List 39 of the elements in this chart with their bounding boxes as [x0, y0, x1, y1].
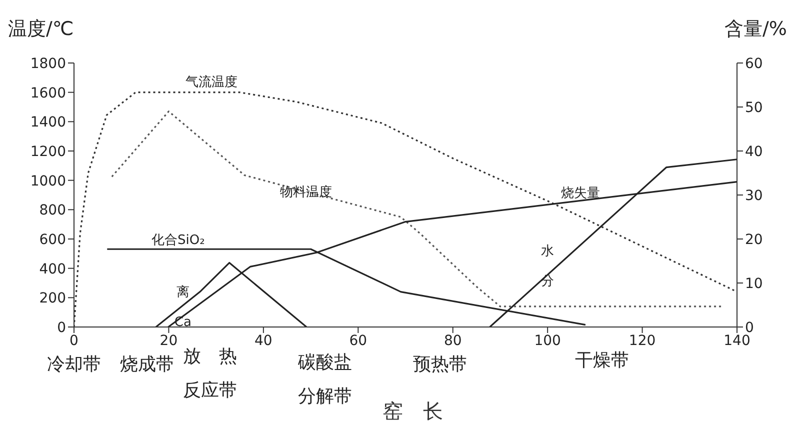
- y-tick-label: 800: [39, 202, 66, 219]
- text: 预热带: [412, 353, 468, 376]
- x-tick-label: 0: [70, 332, 78, 349]
- x-tick-label: 80: [444, 332, 462, 349]
- text: 碳酸盐: [297, 351, 353, 374]
- y-tick-label: 1400: [30, 114, 66, 131]
- y2-tick-label: 30: [745, 188, 763, 204]
- y-tick-label: 0: [57, 320, 66, 336]
- y2-tick-label: 60: [745, 56, 763, 72]
- text: 分解带: [297, 385, 353, 408]
- y-tick-label: 1600: [30, 85, 66, 102]
- y-tick-label: 200: [39, 290, 66, 307]
- y-tick-label: 1000: [30, 173, 66, 190]
- series-label: 烧失量: [560, 184, 602, 203]
- y2-tick-label: 20: [745, 232, 763, 248]
- x-axis-title: 窑 长: [383, 399, 443, 423]
- y-tick-label: 400: [39, 261, 66, 278]
- series-label: 化合SiO₂: [150, 232, 206, 250]
- y-tick-label: 600: [39, 232, 66, 248]
- text: 反应带: [182, 379, 238, 402]
- x-tick-label: 40: [254, 332, 272, 349]
- y2-tick-label: 40: [745, 144, 763, 160]
- y2-tick-label: 50: [745, 100, 763, 116]
- y-tick-label: 1800: [30, 56, 66, 72]
- y-tick-label: 1200: [30, 144, 66, 160]
- y2-axis-title: 含量/%: [724, 17, 787, 42]
- y2-tick-label: 10: [745, 276, 763, 292]
- series-label: 物料温度: [279, 184, 334, 202]
- x-tick-label: 120: [628, 332, 656, 349]
- x-tick-label: 100: [534, 332, 561, 349]
- text: 干燥带: [574, 349, 630, 372]
- text: 烧成带: [120, 354, 174, 375]
- x-tick-label: 20: [160, 332, 178, 349]
- line-series: [111, 110, 724, 308]
- y-axis-title: 温度/℃: [8, 17, 74, 42]
- series-label: 气流温度: [184, 74, 238, 92]
- text: 冷却带: [47, 354, 101, 375]
- text: 放 热: [183, 346, 237, 367]
- x-tick-label: 60: [349, 332, 368, 349]
